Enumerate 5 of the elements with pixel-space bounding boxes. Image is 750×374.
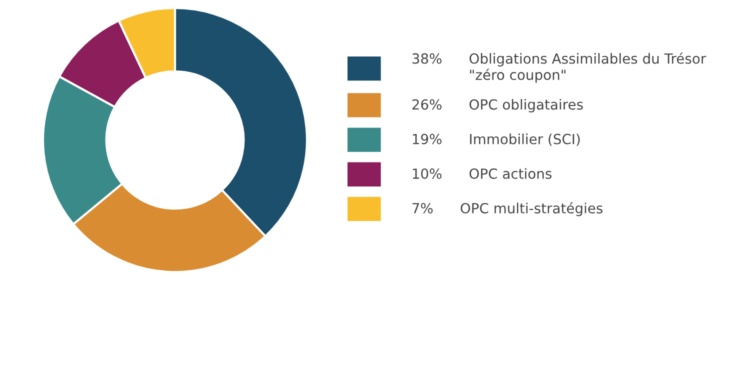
- legend-label: 38% Obligations Assimilables du Trésor "zéro coupon": [412, 52, 706, 83]
- legend-label: 10% OPC actions: [412, 168, 552, 179]
- legend-label: 26% OPC obligataires: [412, 98, 583, 112]
- legend-label: 19% Immobilier (SCI): [412, 134, 580, 146]
- legend-label: 7% OPC multi-stratégies: [412, 202, 603, 216]
